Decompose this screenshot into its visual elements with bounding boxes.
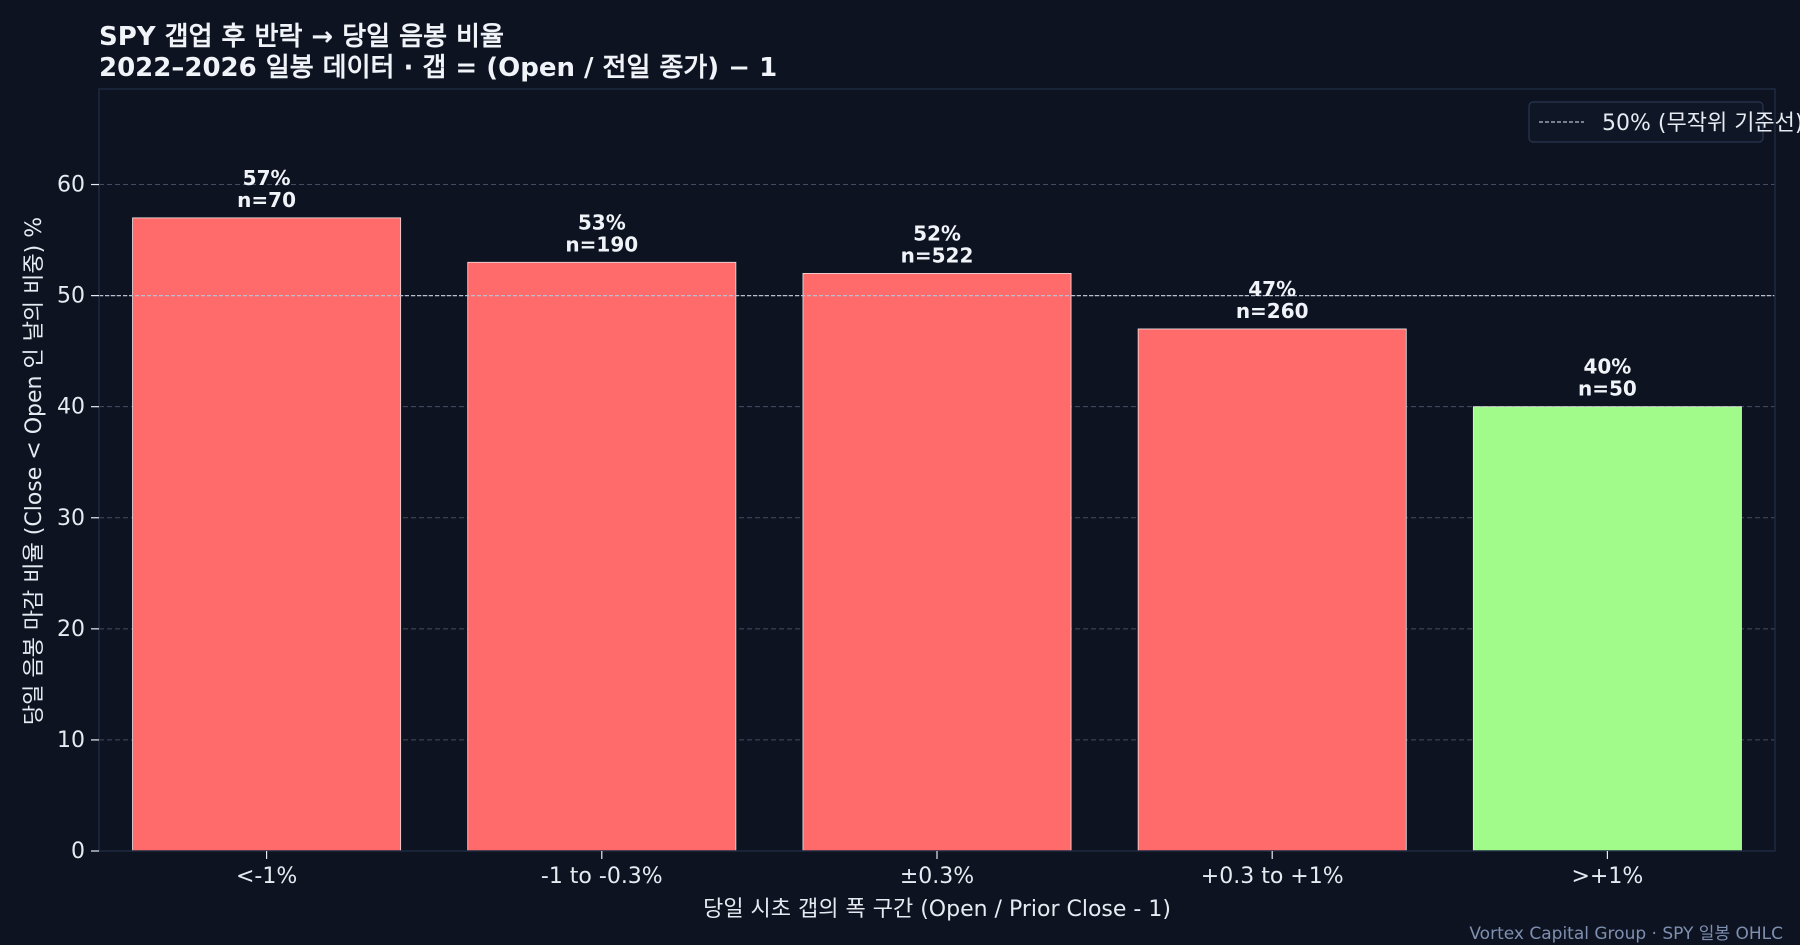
data-labels: 57%n=70 53%n=190 52%n=522 47%n=260 40%n=50 [237, 166, 1637, 401]
bar [1137, 328, 1407, 852]
y-tick-label: 0 [71, 839, 85, 864]
bars [132, 217, 1742, 852]
axes: 0 10 20 30 40 50 60 <-1% -1 to -0.3% ±0.3% +0.3 to… [57, 173, 1643, 889]
legend-box [1528, 101, 1764, 143]
bar [132, 217, 402, 852]
bar-value-label: 53% [578, 210, 626, 234]
bar-count-label: n=70 [237, 188, 296, 212]
x-tick-label: +0.3 to +1% [1201, 864, 1344, 889]
bar-value-label: 57% [243, 166, 291, 190]
chart-title: SPY 갭업 후 반락 → 당일 음봉 비율 [99, 22, 504, 52]
x-tick-label: -1 to -0.3% [541, 864, 663, 889]
bar-value-label: 47% [1248, 277, 1296, 301]
bar-count-label: n=522 [901, 243, 974, 267]
bar [1472, 406, 1742, 852]
chart-subtitle: 2022–2026 일봉 데이터 · 갭 = (Open / 전일 종가) − … [99, 53, 778, 83]
bar-count-label: n=190 [565, 232, 638, 256]
y-tick-label: 30 [57, 506, 85, 531]
y-tick-label: 50 [57, 284, 85, 309]
bar [802, 272, 1072, 852]
bar [467, 261, 737, 852]
x-axis-label: 당일 시초 갭의 폭 구간 (Open / Prior Close - 1) [703, 897, 1171, 922]
bar-count-label: n=50 [1578, 377, 1637, 401]
y-tick-label: 20 [57, 617, 85, 642]
bar-value-label: 40% [1583, 355, 1631, 379]
y-tick-label: 60 [57, 173, 85, 198]
x-tick-label: ±0.3% [900, 864, 974, 889]
chart-title-block: SPY 갭업 후 반락 → 당일 음봉 비율 2022–2026 일봉 데이터 … [99, 22, 777, 84]
y-axis-label: 당일 음봉 마감 비율 (Close < Open 인 날의 비중) % [22, 217, 47, 725]
bar-value-label: 52% [913, 221, 961, 245]
y-tick-label: 40 [57, 395, 85, 420]
footer-source-note: Vortex Capital Group · SPY 일봉 OHLC [1469, 924, 1783, 944]
legend-entry: 50% (무작위 기준선) [1602, 111, 1800, 136]
bar-count-label: n=260 [1236, 299, 1309, 323]
x-tick-label: >+1% [1572, 864, 1644, 889]
x-tick-label: <-1% [236, 864, 297, 889]
y-tick-label: 10 [57, 728, 85, 753]
legend: 50% (무작위 기준선) [1528, 101, 1800, 143]
